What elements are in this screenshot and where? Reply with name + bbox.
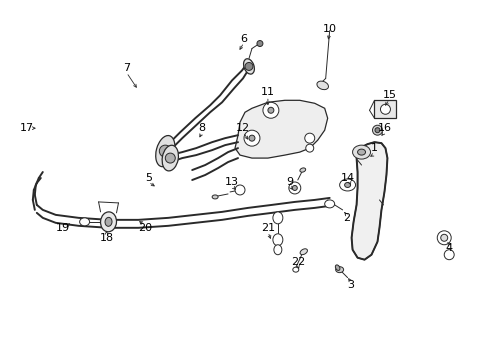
Ellipse shape: [212, 195, 218, 199]
Ellipse shape: [272, 212, 282, 224]
Ellipse shape: [243, 59, 254, 74]
Circle shape: [165, 153, 175, 163]
Ellipse shape: [292, 267, 298, 272]
Text: 12: 12: [236, 123, 249, 133]
Text: 7: 7: [122, 63, 130, 73]
Polygon shape: [351, 142, 386, 260]
Circle shape: [248, 135, 254, 141]
Text: 6: 6: [240, 33, 247, 44]
Ellipse shape: [101, 212, 116, 232]
Circle shape: [380, 104, 389, 114]
Circle shape: [244, 130, 260, 146]
Ellipse shape: [436, 231, 450, 245]
Ellipse shape: [162, 145, 178, 171]
Ellipse shape: [440, 234, 447, 241]
Text: 17: 17: [20, 123, 34, 133]
Text: 13: 13: [224, 177, 239, 187]
Text: 10: 10: [322, 24, 336, 33]
Text: 4: 4: [445, 243, 452, 253]
Text: 16: 16: [377, 123, 391, 133]
Ellipse shape: [80, 218, 89, 226]
Ellipse shape: [288, 182, 300, 194]
Text: 1: 1: [370, 143, 377, 153]
Ellipse shape: [357, 149, 365, 155]
Circle shape: [256, 41, 263, 46]
Ellipse shape: [335, 267, 343, 273]
Text: 9: 9: [285, 177, 293, 187]
Circle shape: [244, 62, 252, 71]
Text: 3: 3: [346, 280, 353, 289]
Circle shape: [305, 144, 313, 152]
Text: 22: 22: [290, 257, 305, 267]
Circle shape: [263, 102, 278, 118]
Ellipse shape: [339, 179, 355, 191]
Ellipse shape: [292, 185, 297, 190]
Text: 20: 20: [138, 223, 152, 233]
Circle shape: [267, 107, 273, 113]
Ellipse shape: [105, 217, 112, 226]
Ellipse shape: [235, 185, 244, 195]
Text: 21: 21: [260, 223, 274, 233]
Text: 11: 11: [261, 87, 274, 97]
Ellipse shape: [352, 145, 370, 159]
Bar: [374, 100, 396, 118]
Circle shape: [159, 145, 171, 157]
Ellipse shape: [316, 81, 328, 90]
Polygon shape: [235, 100, 327, 158]
Ellipse shape: [335, 265, 339, 270]
Ellipse shape: [374, 128, 379, 133]
Ellipse shape: [155, 136, 175, 167]
Ellipse shape: [443, 250, 453, 260]
Ellipse shape: [324, 200, 334, 208]
Text: 14: 14: [340, 173, 354, 183]
Ellipse shape: [272, 234, 282, 246]
Text: 8: 8: [198, 123, 205, 133]
Ellipse shape: [344, 183, 350, 188]
Text: 18: 18: [99, 233, 113, 243]
Text: 19: 19: [56, 223, 70, 233]
Text: 15: 15: [382, 90, 396, 100]
Ellipse shape: [299, 168, 305, 172]
Ellipse shape: [372, 125, 382, 135]
Ellipse shape: [273, 245, 281, 255]
Ellipse shape: [300, 249, 307, 255]
Circle shape: [304, 133, 314, 143]
Text: 5: 5: [144, 173, 152, 183]
Text: 2: 2: [343, 213, 349, 223]
